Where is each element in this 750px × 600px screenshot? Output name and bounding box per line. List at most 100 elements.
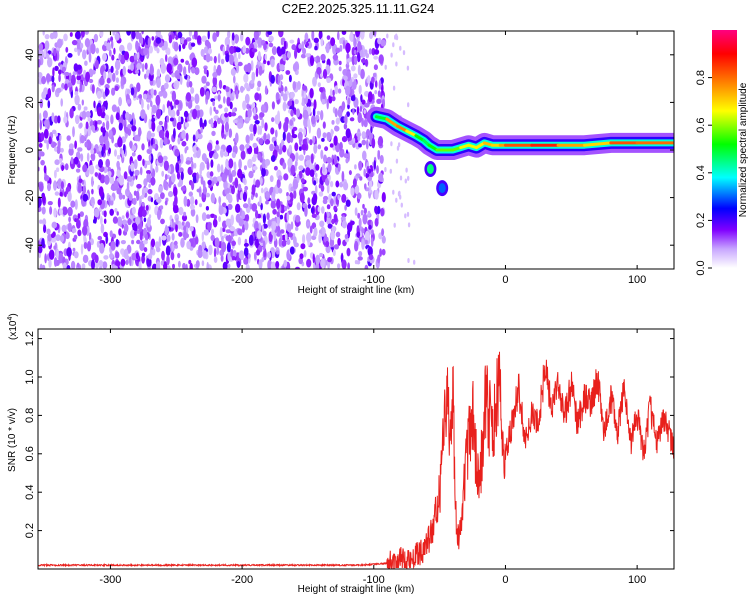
noise-speckle [74,199,78,210]
colorbar-tick-label: 0.4 [695,165,707,180]
noise-speckle [329,237,335,248]
noise-speckle [265,191,270,198]
noise-speckle [322,69,328,79]
noise-speckle [136,95,139,100]
noise-speckle [133,159,138,170]
noise-speckle [115,69,119,76]
noise-speckle [277,175,283,181]
noise-speckle [315,114,320,121]
noise-speckle [378,54,384,65]
noise-speckle [130,87,135,96]
noise-speckle [44,175,50,182]
noise-speckle [189,81,193,88]
noise-speckle [72,247,76,252]
noise-speckle [399,194,402,200]
noise-speckle [282,53,287,62]
noise-speckle [64,163,69,171]
noise-speckle [158,91,163,97]
noise-speckle [105,120,110,131]
noise-speckle [49,206,53,215]
noise-speckle [272,221,276,231]
noise-speckle [343,153,349,159]
noise-speckle [300,178,305,184]
noise-speckle [171,241,175,252]
noise-speckle [238,158,242,170]
noise-speckle [349,33,353,42]
noise-speckle [103,218,107,224]
noise-speckle [354,164,357,170]
noise-speckle [178,44,182,52]
noise-speckle [62,262,67,269]
noise-speckle [148,45,153,54]
colorbar-ticks: 0.0 0.2 0.4 0.6 0.8 [695,70,712,276]
noise-speckle [122,194,126,200]
noise-speckle [115,238,119,247]
noise-speckle [270,74,276,84]
noise-speckle [54,169,57,179]
noise-speckle [108,175,115,184]
noise-speckle [227,31,231,39]
noise-speckle [99,135,105,145]
noise-speckle [329,180,334,188]
noise-speckle [201,75,207,84]
noise-speckle [352,108,355,115]
noise-speckle [384,64,387,70]
noise-speckle [186,198,191,207]
noise-speckle [166,255,170,266]
noise-speckle [290,91,295,99]
x-tick-label: -100 [363,274,385,286]
noise-speckle [321,98,326,105]
noise-speckle [115,251,120,259]
noise-speckle [104,87,109,97]
noise-speckle [295,152,299,162]
noise-speckle [224,107,229,113]
noise-speckle [53,180,57,191]
noise-speckle [161,250,165,261]
noise-speckle [84,38,90,48]
spectrogram-xlabel: Height of straight line (km) [298,285,415,296]
noise-speckle [325,42,330,54]
noise-speckle [310,153,314,164]
noise-speckle [398,190,401,196]
noise-speckle [275,92,280,101]
noise-speckle [364,264,369,269]
noise-speckle [185,263,188,269]
noise-speckle [38,183,44,192]
snr-background [38,329,674,569]
noise-speckle [342,39,346,50]
noise-speckle [192,134,196,142]
noise-speckle [289,192,294,203]
noise-speckle [205,90,210,100]
x-tick-label: -200 [231,574,253,586]
noise-speckle [323,195,329,201]
noise-speckle [360,94,363,103]
noise-speckle [230,112,237,117]
noise-speckle [66,265,71,269]
noise-speckle [109,253,114,259]
noise-speckle [374,217,379,227]
noise-speckle [261,167,266,177]
noise-speckle [373,55,379,60]
noise-speckle [253,178,256,187]
noise-speckle [213,256,218,264]
noise-speckle [181,221,185,226]
noise-speckle [110,200,114,206]
noise-speckle [277,74,281,84]
noise-speckle [256,230,262,240]
noise-speckle [355,31,360,38]
noise-speckle [231,185,235,195]
noise-speckle [89,238,94,246]
noise-speckle [357,41,362,51]
noise-speckle [136,239,141,245]
noise-speckle [207,142,213,152]
colorbar: 0.0 0.2 0.4 0.6 0.8 Normalized spectral ampl… [695,30,749,276]
noise-speckle [276,250,280,255]
noise-speckle [59,235,65,243]
noise-speckle [341,259,347,269]
noise-speckle [253,123,257,135]
noise-speckle [208,150,213,159]
noise-speckle [326,156,332,164]
noise-speckle [210,117,214,126]
noise-speckle [248,170,254,179]
